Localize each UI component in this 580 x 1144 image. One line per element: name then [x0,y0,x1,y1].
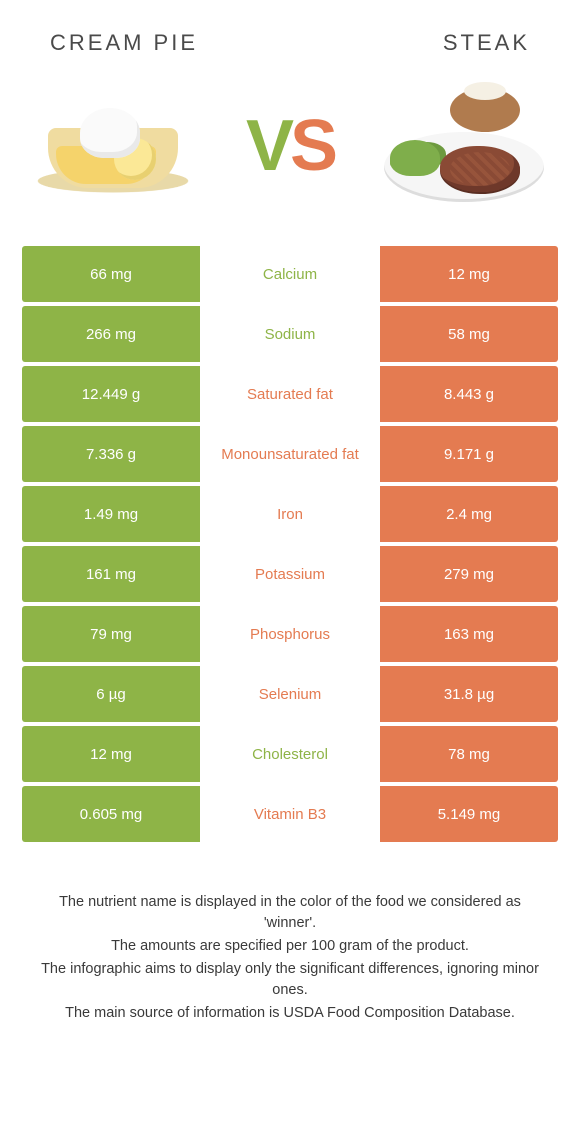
right-value: 78 mg [380,726,558,782]
footnote-line: The nutrient name is displayed in the co… [34,892,546,934]
right-value: 8.443 g [380,366,558,422]
right-value: 12 mg [380,246,558,302]
table-row: 12 mgCholesterol78 mg [22,726,558,782]
table-row: 266 mgSodium58 mg [22,306,558,362]
table-row: 66 mgCalcium12 mg [22,246,558,302]
table-row: 0.605 mgVitamin B35.149 mg [22,786,558,842]
right-value: 31.8 µg [380,666,558,722]
nutrient-label: Saturated fat [200,366,380,422]
vs-label: VS [246,105,334,187]
right-value: 58 mg [380,306,558,362]
left-value: 0.605 mg [22,786,200,842]
steak-illustration [380,86,550,206]
nutrient-label: Vitamin B3 [200,786,380,842]
right-value: 279 mg [380,546,558,602]
table-row: 6 µgSelenium31.8 µg [22,666,558,722]
nutrient-label: Selenium [200,666,380,722]
right-value: 5.149 mg [380,786,558,842]
nutrient-label: Cholesterol [200,726,380,782]
left-value: 79 mg [22,606,200,662]
nutrient-label: Iron [200,486,380,542]
left-value: 66 mg [22,246,200,302]
left-value: 161 mg [22,546,200,602]
vs-letter-s: S [290,105,334,187]
nutrient-label: Calcium [200,246,380,302]
footnote-line: The infographic aims to display only the… [34,959,546,1001]
nutrient-label: Monounsaturated fat [200,426,380,482]
nutrient-label: Potassium [200,546,380,602]
right-value: 9.171 g [380,426,558,482]
left-value: 12.449 g [22,366,200,422]
table-row: 12.449 gSaturated fat8.443 g [22,366,558,422]
cream-pie-illustration [30,86,200,206]
table-row: 79 mgPhosphorus163 mg [22,606,558,662]
left-value: 266 mg [22,306,200,362]
vs-letter-v: V [246,105,290,187]
table-row: 1.49 mgIron2.4 mg [22,486,558,542]
footnotes: The nutrient name is displayed in the co… [0,846,580,1024]
left-food-title: CREAM PIE [50,30,198,56]
table-row: 7.336 gMonounsaturated fat9.171 g [22,426,558,482]
hero-row: VS [0,66,580,246]
right-food-title: STEAK [443,30,530,56]
title-row: CREAM PIE STEAK [0,0,580,66]
left-value: 1.49 mg [22,486,200,542]
nutrient-comparison-table: 66 mgCalcium12 mg266 mgSodium58 mg12.449… [22,246,558,842]
table-row: 161 mgPotassium279 mg [22,546,558,602]
footnote-line: The main source of information is USDA F… [34,1003,546,1024]
right-value: 2.4 mg [380,486,558,542]
nutrient-label: Phosphorus [200,606,380,662]
right-value: 163 mg [380,606,558,662]
left-value: 7.336 g [22,426,200,482]
left-value: 12 mg [22,726,200,782]
nutrient-label: Sodium [200,306,380,362]
footnote-line: The amounts are specified per 100 gram o… [34,936,546,957]
left-value: 6 µg [22,666,200,722]
